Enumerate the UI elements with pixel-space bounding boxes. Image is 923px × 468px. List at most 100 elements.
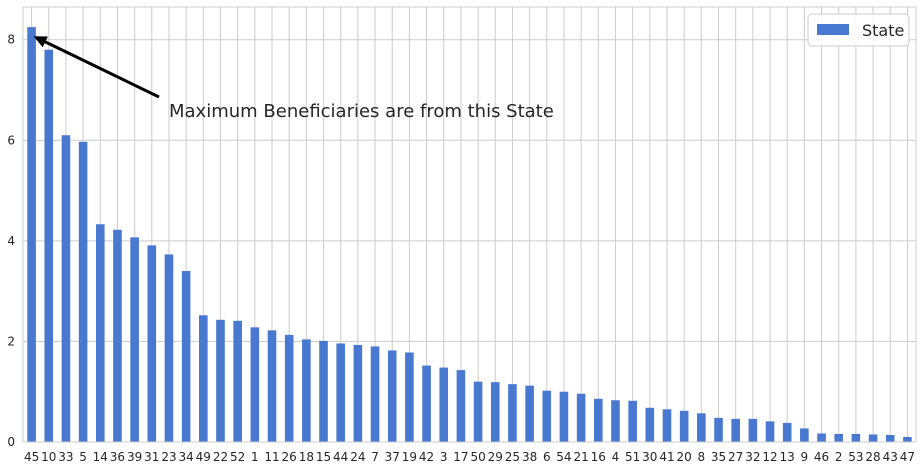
plot-frame xyxy=(22,6,917,443)
annotation-arrow-line xyxy=(44,40,160,99)
bar xyxy=(302,339,311,442)
x-tick-label: 4 xyxy=(612,450,620,464)
bar xyxy=(284,334,294,442)
bar xyxy=(714,417,723,442)
bar xyxy=(387,350,397,442)
x-tick-label: 41 xyxy=(659,450,674,464)
bar xyxy=(611,400,620,442)
bar xyxy=(782,422,792,442)
y-tick-label: 6 xyxy=(7,133,15,147)
x-tick-label: 26 xyxy=(282,450,297,464)
y-tick-label: 8 xyxy=(7,33,15,47)
bar xyxy=(834,433,844,442)
x-tick-label: 16 xyxy=(591,450,606,464)
x-tick-label: 28 xyxy=(865,450,880,464)
x-tick-label: 52 xyxy=(230,450,245,464)
y-tick-label: 0 xyxy=(7,435,15,449)
bar-layer xyxy=(27,27,912,443)
x-tick-label: 44 xyxy=(333,450,348,464)
x-tick-label: 23 xyxy=(161,450,176,464)
bar xyxy=(542,390,552,442)
x-tick-label: 47 xyxy=(900,450,915,464)
bar xyxy=(490,382,500,442)
bar xyxy=(456,370,466,442)
bar xyxy=(319,340,328,442)
bar xyxy=(250,327,260,442)
bar xyxy=(130,237,139,442)
bar xyxy=(78,141,88,442)
bar xyxy=(868,434,878,442)
x-tick-label: 6 xyxy=(543,450,551,464)
x-tick-label: 21 xyxy=(573,450,588,464)
y-tick-label: 4 xyxy=(7,234,15,248)
x-tick-label: 19 xyxy=(402,450,417,464)
bar xyxy=(44,49,54,442)
legend: State xyxy=(807,13,910,47)
x-tick-label: 5 xyxy=(79,450,87,464)
bar xyxy=(851,433,861,442)
bar xyxy=(336,343,345,442)
bar xyxy=(353,344,363,442)
x-tick-label: 7 xyxy=(371,450,379,464)
x-tick-label: 22 xyxy=(213,450,228,464)
y-tick-label: 2 xyxy=(7,334,15,348)
x-tick-label: 39 xyxy=(127,450,142,464)
bar xyxy=(95,224,105,442)
bar xyxy=(800,428,809,442)
x-tick-label: 33 xyxy=(58,450,73,464)
x-tick-label: 38 xyxy=(522,450,537,464)
x-tick-label: 18 xyxy=(299,450,314,464)
x-tick-label: 51 xyxy=(625,450,640,464)
bar xyxy=(147,245,157,442)
annotation: Maximum Beneficiaries are from this Stat… xyxy=(33,36,554,122)
x-tick-label: 15 xyxy=(316,450,331,464)
x-tick-label: 34 xyxy=(179,450,194,464)
x-tick-label: 13 xyxy=(780,450,795,464)
bar xyxy=(181,271,191,442)
bar xyxy=(473,381,483,442)
x-tick-label: 50 xyxy=(470,450,485,464)
bar xyxy=(628,400,637,442)
x-tick-label: 30 xyxy=(642,450,657,464)
x-tick-label: 49 xyxy=(196,450,211,464)
x-tick-label: 25 xyxy=(505,450,520,464)
x-tick-label: 43 xyxy=(883,450,898,464)
bar xyxy=(697,413,706,442)
x-tick-label: 42 xyxy=(419,450,434,464)
bar xyxy=(885,434,895,442)
x-tick-label: 17 xyxy=(453,450,468,464)
x-tick-label: 8 xyxy=(698,450,706,464)
x-tick-label: 14 xyxy=(93,450,108,464)
bar xyxy=(559,391,569,442)
x-tick-label: 10 xyxy=(41,450,56,464)
x-tick-label: 1 xyxy=(251,450,259,464)
grid-layer xyxy=(23,7,916,443)
bar xyxy=(679,410,689,442)
x-tick-label: 35 xyxy=(711,450,726,464)
bar xyxy=(27,27,36,443)
bar xyxy=(422,365,431,442)
x-tick-label: 20 xyxy=(677,450,692,464)
bar xyxy=(233,320,242,442)
bar xyxy=(61,135,71,442)
x-tick-label: 45 xyxy=(24,450,39,464)
bar xyxy=(903,436,912,442)
bar xyxy=(508,384,517,442)
legend-box xyxy=(807,13,910,47)
x-tick-label: 3 xyxy=(440,450,448,464)
x-tick-label: 29 xyxy=(488,450,503,464)
bar xyxy=(576,393,586,442)
bar xyxy=(216,319,225,442)
legend-label: State xyxy=(862,21,904,40)
bar xyxy=(439,367,449,442)
x-tick-label: 46 xyxy=(814,450,829,464)
bar xyxy=(817,433,826,442)
x-tick-label: 36 xyxy=(110,450,125,464)
x-tick-label: 27 xyxy=(728,450,743,464)
bar xyxy=(525,385,534,442)
x-tick-label: 2 xyxy=(835,450,843,464)
x-tick-label: 12 xyxy=(762,450,777,464)
